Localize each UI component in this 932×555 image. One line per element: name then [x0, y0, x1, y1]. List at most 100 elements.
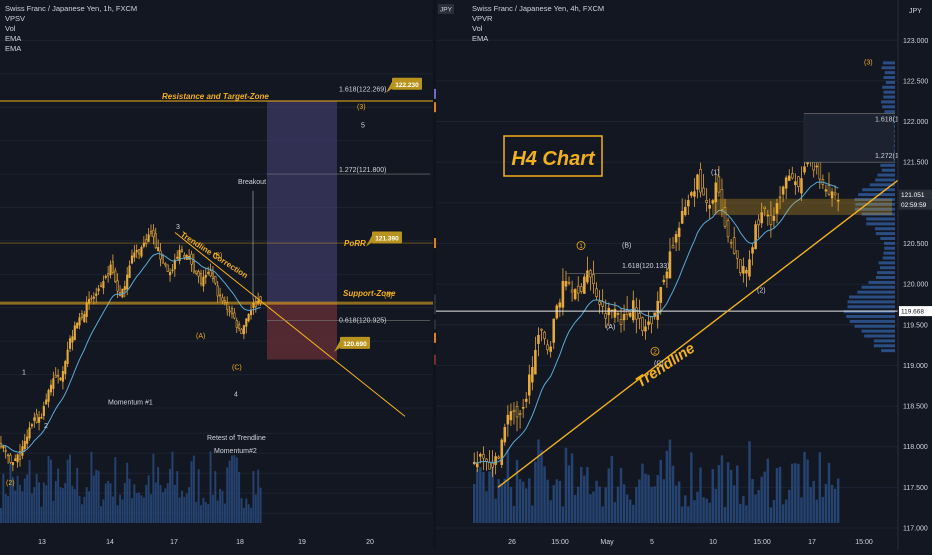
time-tick: 10: [709, 539, 717, 546]
volume-bar: [40, 506, 43, 523]
candle-body: [708, 204, 711, 209]
candle-body: [214, 275, 217, 284]
candle-body: [109, 264, 112, 276]
volume-profile-bar: [866, 222, 895, 226]
candle-body: [49, 384, 53, 393]
h4-title: H4 Chart: [511, 148, 596, 170]
volume-bar: [772, 500, 776, 523]
volume-profile-bar: [883, 90, 895, 94]
volume-bar: [257, 469, 260, 523]
breakout-label: Breakout: [238, 179, 266, 186]
candle-body: [680, 210, 684, 224]
volume-bar: [778, 466, 782, 523]
candle-body: [173, 259, 176, 270]
candle-body: [116, 280, 119, 292]
wave-label: 2: [653, 349, 657, 356]
candle-body: [598, 301, 601, 305]
candle-body: [47, 389, 50, 402]
volume-bar: [583, 475, 586, 523]
retest-label: Momentum#2: [214, 448, 257, 455]
momentum1-label: Momentum #1: [108, 400, 153, 407]
candle-body: [739, 259, 742, 274]
fib-label: 1.618(12: [875, 117, 903, 124]
candle-body: [818, 161, 822, 180]
candle-body: [90, 297, 93, 300]
volume-bar: [242, 507, 245, 523]
volume-bar: [109, 483, 112, 523]
candle-body: [61, 370, 64, 382]
volume-bar: [88, 491, 91, 523]
right-legend-indicator[interactable]: Vol: [472, 24, 483, 33]
candle-body: [92, 296, 95, 299]
volume-bar: [791, 463, 794, 523]
left-legend-indicator[interactable]: VPSV: [5, 14, 26, 23]
candle-body: [592, 274, 595, 284]
candle-body: [204, 275, 207, 278]
volume-bar: [145, 484, 148, 523]
volume-bar: [190, 461, 193, 523]
candle-body: [751, 247, 754, 254]
ema-line: [474, 181, 839, 464]
candle-body: [543, 331, 546, 340]
right-chart-panel[interactable]: H4 ChartTrendline1.618(121.272(121.618(1…: [436, 0, 932, 550]
volume-bar: [57, 468, 60, 523]
candle-body: [76, 322, 79, 329]
volume-bar: [73, 489, 76, 523]
volume-bar: [754, 494, 757, 523]
candle-body: [616, 313, 620, 315]
wave-circle: [650, 346, 660, 356]
volume-bar: [161, 492, 164, 523]
candle-body: [650, 316, 653, 324]
volume-bar: [33, 486, 36, 523]
time-tick: 18: [236, 539, 244, 546]
candle-body: [638, 313, 641, 319]
callout-pointer: [334, 340, 340, 352]
candle-body: [726, 220, 730, 238]
candle-body: [781, 186, 785, 195]
volume-profile-bar: [882, 256, 895, 260]
currency-label: JPY: [909, 8, 922, 15]
volume-bar: [166, 483, 169, 523]
panel-background: [436, 0, 932, 550]
candle-body: [66, 349, 69, 364]
candle-body: [573, 289, 577, 300]
target-zone-box: [267, 100, 337, 303]
ema-line: [0, 252, 261, 454]
wave-label: (C): [232, 365, 242, 372]
right-legend[interactable]: Swiss Franc / Japanese Yen, 4h, FXCM VPV…: [472, 4, 604, 44]
volume-bar: [157, 466, 160, 523]
right-legend-indicator[interactable]: EMA: [472, 34, 489, 43]
left-legend-indicator[interactable]: EMA: [5, 44, 22, 53]
price-tag: [899, 199, 932, 210]
left-legend-indicator[interactable]: EMA: [5, 34, 22, 43]
wave-label: (4): [384, 293, 393, 300]
right-legend-indicator[interactable]: VPVR: [472, 14, 493, 23]
time-tick: 14: [106, 539, 114, 546]
price-tick: 121.500: [903, 160, 928, 167]
candle-body: [506, 414, 510, 425]
callout-text: 121.390: [375, 236, 399, 243]
candle-body: [800, 178, 803, 194]
candle-body: [83, 314, 86, 323]
candle-body: [778, 196, 782, 199]
left-legend-indicator[interactable]: Vol: [5, 24, 16, 33]
wave-label: 4: [234, 391, 238, 398]
volume-bar: [589, 494, 592, 523]
candle-body: [763, 206, 767, 209]
volume-bar: [748, 441, 751, 523]
volume-bar: [824, 484, 828, 523]
volume-bar: [226, 467, 229, 523]
volume-bar: [635, 486, 638, 523]
candle-body: [735, 250, 739, 259]
left-legend[interactable]: Swiss Franc / Japanese Yen, 1h, FXCM VPS…: [5, 4, 137, 54]
time-tick: 13: [38, 539, 46, 546]
volume-bar: [720, 455, 724, 523]
candle-body: [674, 234, 678, 243]
candle-body: [647, 321, 650, 326]
volume-bar: [61, 488, 64, 523]
volume-bar: [714, 488, 718, 523]
left-chart-panel[interactable]: Resistance and Target-Zone PoRR Support-Zo…: [0, 0, 466, 550]
volume-bar: [751, 479, 754, 523]
volume-bar: [653, 486, 656, 523]
